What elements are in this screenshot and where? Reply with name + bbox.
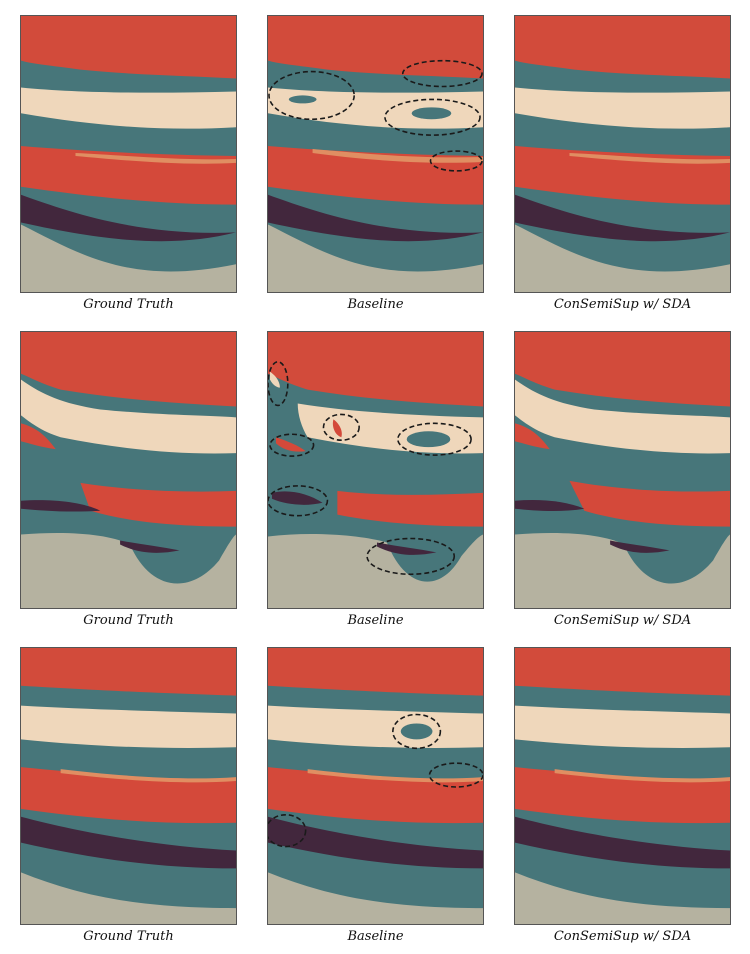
- segmentation-ground-truth-3: [20, 647, 237, 925]
- caption-consemisup-1: ConSemiSup w/ SDA: [553, 297, 692, 312]
- caption-baseline-3: Baseline: [347, 929, 404, 944]
- caption-consemisup-2: ConSemiSup w/ SDA: [553, 613, 692, 628]
- segmentation-baseline-1: [267, 15, 484, 293]
- caption-ground-truth-3: Ground Truth: [83, 929, 174, 944]
- segmentation-consemisup-2: [514, 331, 731, 609]
- caption-baseline-2: Baseline: [347, 613, 404, 628]
- segmentation-baseline-3: [267, 647, 484, 925]
- segmentation-ground-truth-1: [20, 15, 237, 293]
- segmentation-baseline-2: [267, 331, 484, 609]
- caption-baseline-1: Baseline: [347, 297, 404, 312]
- caption-ground-truth-1: Ground Truth: [83, 297, 174, 312]
- segmentation-ground-truth-2: [20, 331, 237, 609]
- caption-consemisup-3: ConSemiSup w/ SDA: [553, 929, 692, 944]
- segmentation-consemisup-1: [514, 15, 731, 293]
- caption-ground-truth-2: Ground Truth: [83, 613, 174, 628]
- segmentation-consemisup-3: [514, 647, 731, 925]
